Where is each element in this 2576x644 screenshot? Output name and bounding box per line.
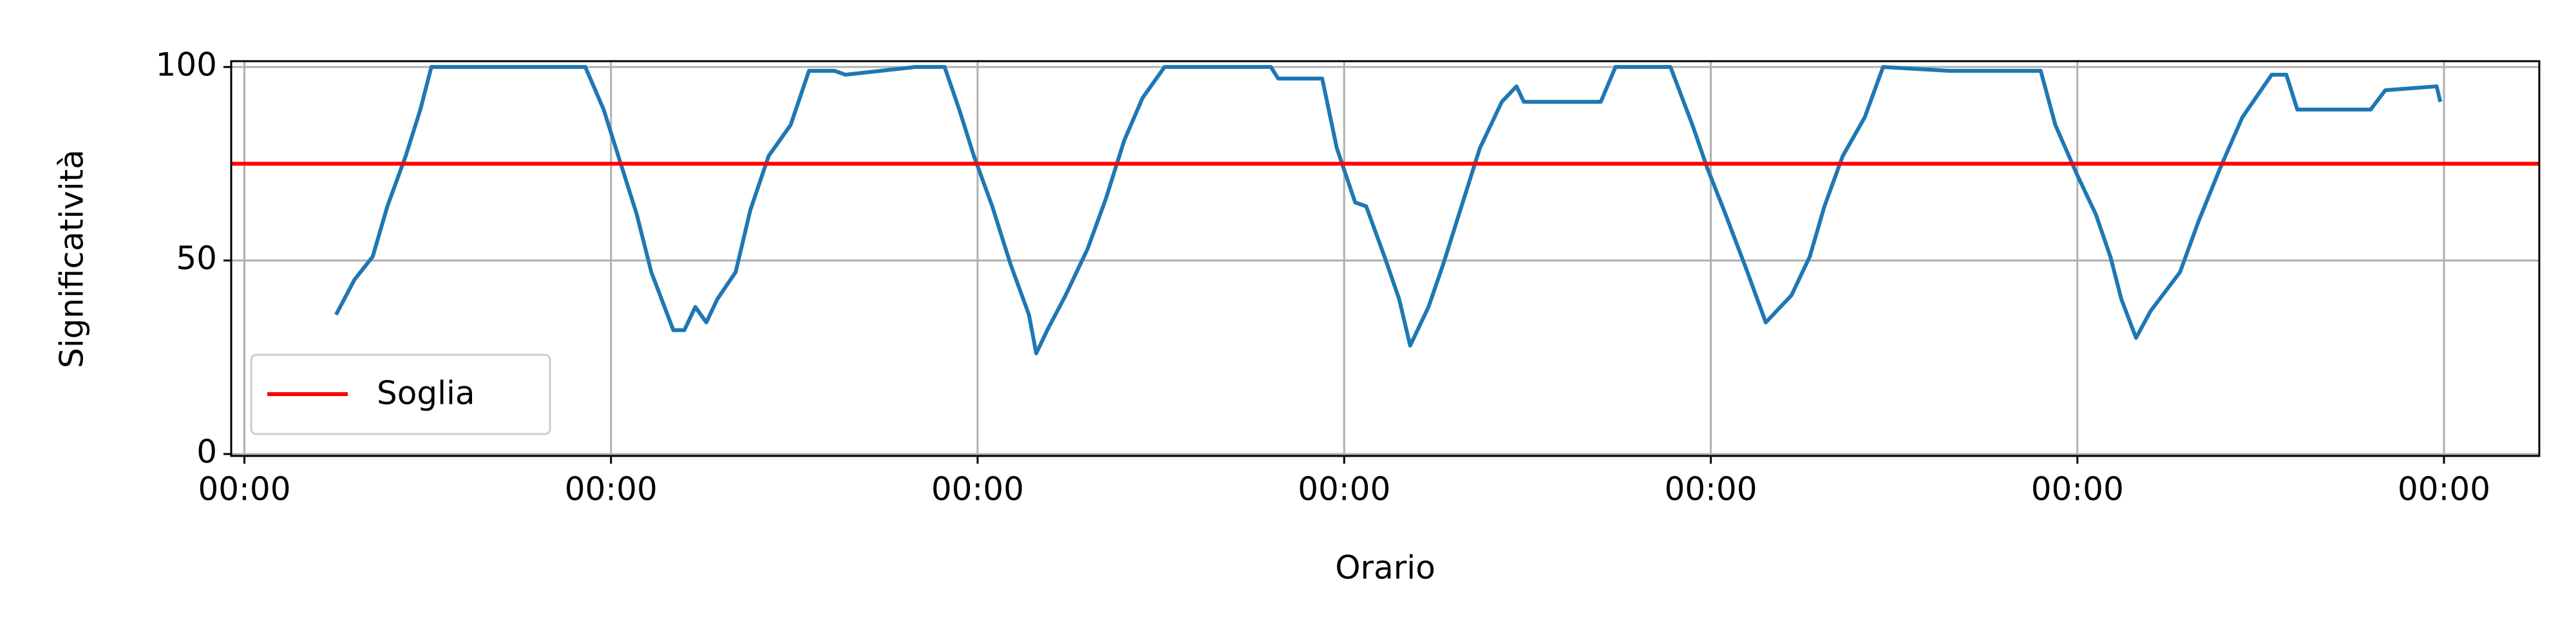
x-tick-label: 00:00 <box>565 471 658 508</box>
y-axis-label: Significatività <box>53 149 91 368</box>
data-line <box>334 65 2443 355</box>
y-tick-label: 0 <box>196 433 217 470</box>
x-tick-label: 00:00 <box>931 471 1024 508</box>
x-tick-label: 00:00 <box>1664 471 1757 508</box>
x-tick-label: 00:00 <box>1298 471 1390 508</box>
x-axis-label: Orario <box>1335 549 1435 587</box>
x-tick-label: 00:00 <box>2031 471 2124 508</box>
legend-box <box>250 354 551 435</box>
x-tick-label: 00:00 <box>2398 471 2490 508</box>
y-tick-label: 50 <box>176 240 217 277</box>
y-tick-label: 100 <box>156 46 217 84</box>
x-tick-label: 00:00 <box>198 471 290 508</box>
plot-frame <box>230 60 2541 457</box>
legend-label: Soglia <box>377 375 475 412</box>
